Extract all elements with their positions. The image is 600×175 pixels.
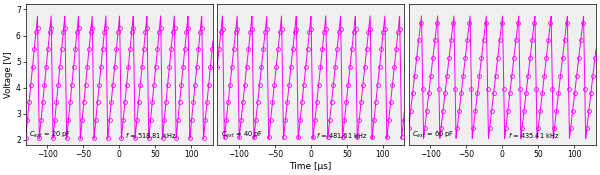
Text: $f$ = 435.41 kHz: $f$ = 435.41 kHz [508, 131, 559, 139]
Text: $f$ = 481.61 kHz: $f$ = 481.61 kHz [316, 131, 368, 139]
Text: $C_{ext}$ = 40 pF: $C_{ext}$ = 40 pF [221, 129, 263, 139]
Text: $C_{ext}$ = 20 pF: $C_{ext}$ = 20 pF [29, 129, 71, 139]
Text: $f$ = 518.81 kHz: $f$ = 518.81 kHz [125, 131, 176, 139]
Text: $C_{ext}$ = 60 pF: $C_{ext}$ = 60 pF [412, 129, 454, 139]
X-axis label: Time [μs]: Time [μs] [290, 162, 332, 171]
Y-axis label: Voltage [V]: Voltage [V] [4, 51, 13, 98]
